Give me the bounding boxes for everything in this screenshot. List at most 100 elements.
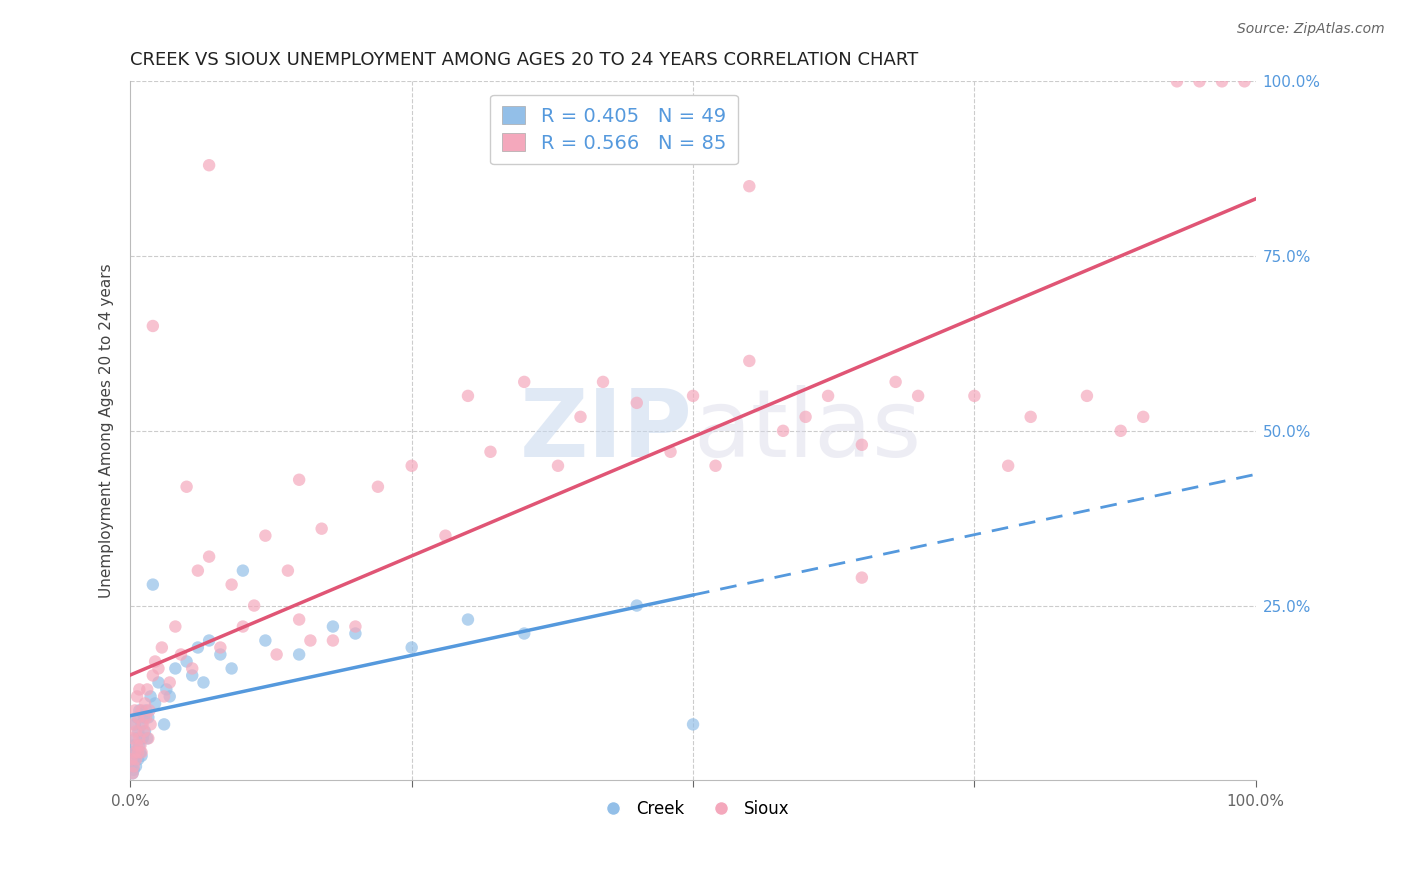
Point: [124, 752, 146, 766]
Point: [344, 619, 367, 633]
Point: [659, 444, 682, 458]
Point: [198, 158, 221, 172]
Point: [170, 648, 193, 662]
Point: [125, 731, 148, 746]
Point: [124, 717, 146, 731]
Text: CREEK VS SIOUX UNEMPLOYMENT AMONG AGES 20 TO 24 YEARS CORRELATION CHART: CREEK VS SIOUX UNEMPLOYMENT AMONG AGES 2…: [131, 51, 918, 69]
Point: [288, 648, 311, 662]
Point: [232, 619, 254, 633]
Point: [124, 745, 146, 759]
Point: [125, 759, 148, 773]
Point: [181, 668, 204, 682]
Point: [134, 724, 156, 739]
Point: [254, 529, 277, 543]
Point: [209, 640, 232, 655]
Point: [159, 675, 181, 690]
Point: [198, 633, 221, 648]
Point: [120, 759, 142, 773]
Point: [122, 717, 145, 731]
Point: [884, 375, 907, 389]
Point: [121, 745, 143, 759]
Point: [120, 752, 142, 766]
Point: [243, 599, 266, 613]
Point: [142, 318, 165, 333]
Point: [626, 396, 648, 410]
Point: [682, 389, 704, 403]
Point: [772, 424, 794, 438]
Point: [288, 473, 311, 487]
Point: [143, 697, 166, 711]
Point: [997, 458, 1019, 473]
Point: [907, 389, 929, 403]
Point: [221, 661, 243, 675]
Point: [135, 703, 157, 717]
Point: [155, 682, 177, 697]
Point: [963, 389, 986, 403]
Point: [1019, 409, 1042, 424]
Point: [288, 613, 311, 627]
Point: [401, 458, 423, 473]
Text: Source: ZipAtlas.com: Source: ZipAtlas.com: [1237, 22, 1385, 37]
Point: [817, 389, 839, 403]
Point: [150, 640, 173, 655]
Point: [121, 766, 143, 780]
Point: [187, 640, 209, 655]
Point: [738, 179, 761, 194]
Point: [132, 717, 155, 731]
Legend: Creek, Sioux: Creek, Sioux: [589, 793, 797, 824]
Y-axis label: Unemployment Among Ages 20 to 24 years: Unemployment Among Ages 20 to 24 years: [100, 263, 114, 599]
Point: [128, 739, 150, 753]
Point: [148, 675, 170, 690]
Point: [121, 766, 143, 780]
Point: [266, 648, 288, 662]
Point: [127, 724, 149, 739]
Point: [153, 717, 176, 731]
Point: [592, 375, 614, 389]
Point: [136, 731, 159, 746]
Point: [209, 648, 232, 662]
Point: [401, 640, 423, 655]
Point: [131, 717, 153, 731]
Point: [1166, 74, 1188, 88]
Point: [704, 458, 727, 473]
Point: [124, 703, 146, 717]
Point: [1076, 389, 1098, 403]
Point: [299, 633, 322, 648]
Point: [143, 655, 166, 669]
Point: [125, 690, 148, 704]
Point: [125, 752, 148, 766]
Point: [198, 549, 221, 564]
Point: [322, 633, 344, 648]
Point: [132, 724, 155, 739]
Point: [513, 375, 536, 389]
Point: [457, 389, 479, 403]
Point: [139, 717, 162, 731]
Point: [193, 675, 215, 690]
Point: [547, 458, 569, 473]
Point: [131, 748, 153, 763]
Point: [165, 619, 187, 633]
Point: [1188, 74, 1211, 88]
Point: [122, 739, 145, 753]
Point: [187, 564, 209, 578]
Point: [254, 633, 277, 648]
Point: [457, 613, 479, 627]
Point: [153, 690, 176, 704]
Point: [122, 759, 145, 773]
Point: [131, 745, 153, 759]
Point: [139, 690, 162, 704]
Point: [132, 731, 155, 746]
Point: [132, 710, 155, 724]
Point: [165, 661, 187, 675]
Point: [129, 745, 152, 759]
Point: [434, 529, 457, 543]
Point: [569, 409, 592, 424]
Point: [851, 571, 873, 585]
Point: [134, 697, 156, 711]
Point: [142, 577, 165, 591]
Point: [131, 703, 153, 717]
Point: [125, 739, 148, 753]
Point: [138, 731, 160, 746]
Point: [135, 710, 157, 724]
Point: [125, 724, 148, 739]
